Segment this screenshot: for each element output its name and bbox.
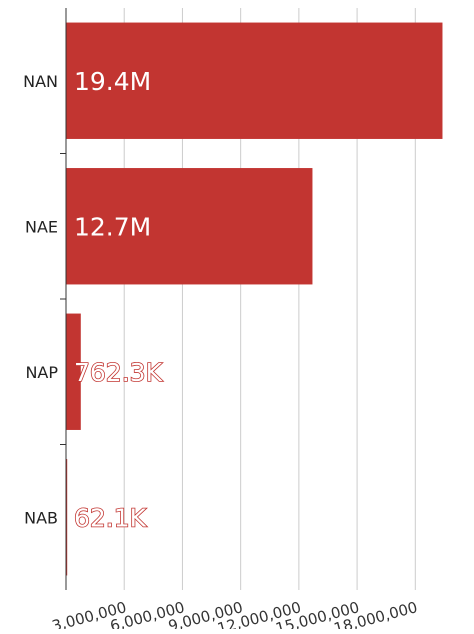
- category-label: NAN: [23, 72, 58, 91]
- data-label: 762.3K: [74, 358, 163, 387]
- data-label: 12.7M: [74, 212, 151, 241]
- category-label: NAP: [25, 363, 58, 382]
- data-label: 62.1K: [74, 503, 147, 532]
- category-label: NAB: [24, 508, 58, 527]
- data-label: 19.4M: [74, 67, 151, 96]
- bar: [66, 22, 443, 139]
- bar: [66, 459, 68, 576]
- bar: [66, 168, 313, 285]
- category-label: NAE: [25, 217, 58, 236]
- bar: [66, 313, 81, 430]
